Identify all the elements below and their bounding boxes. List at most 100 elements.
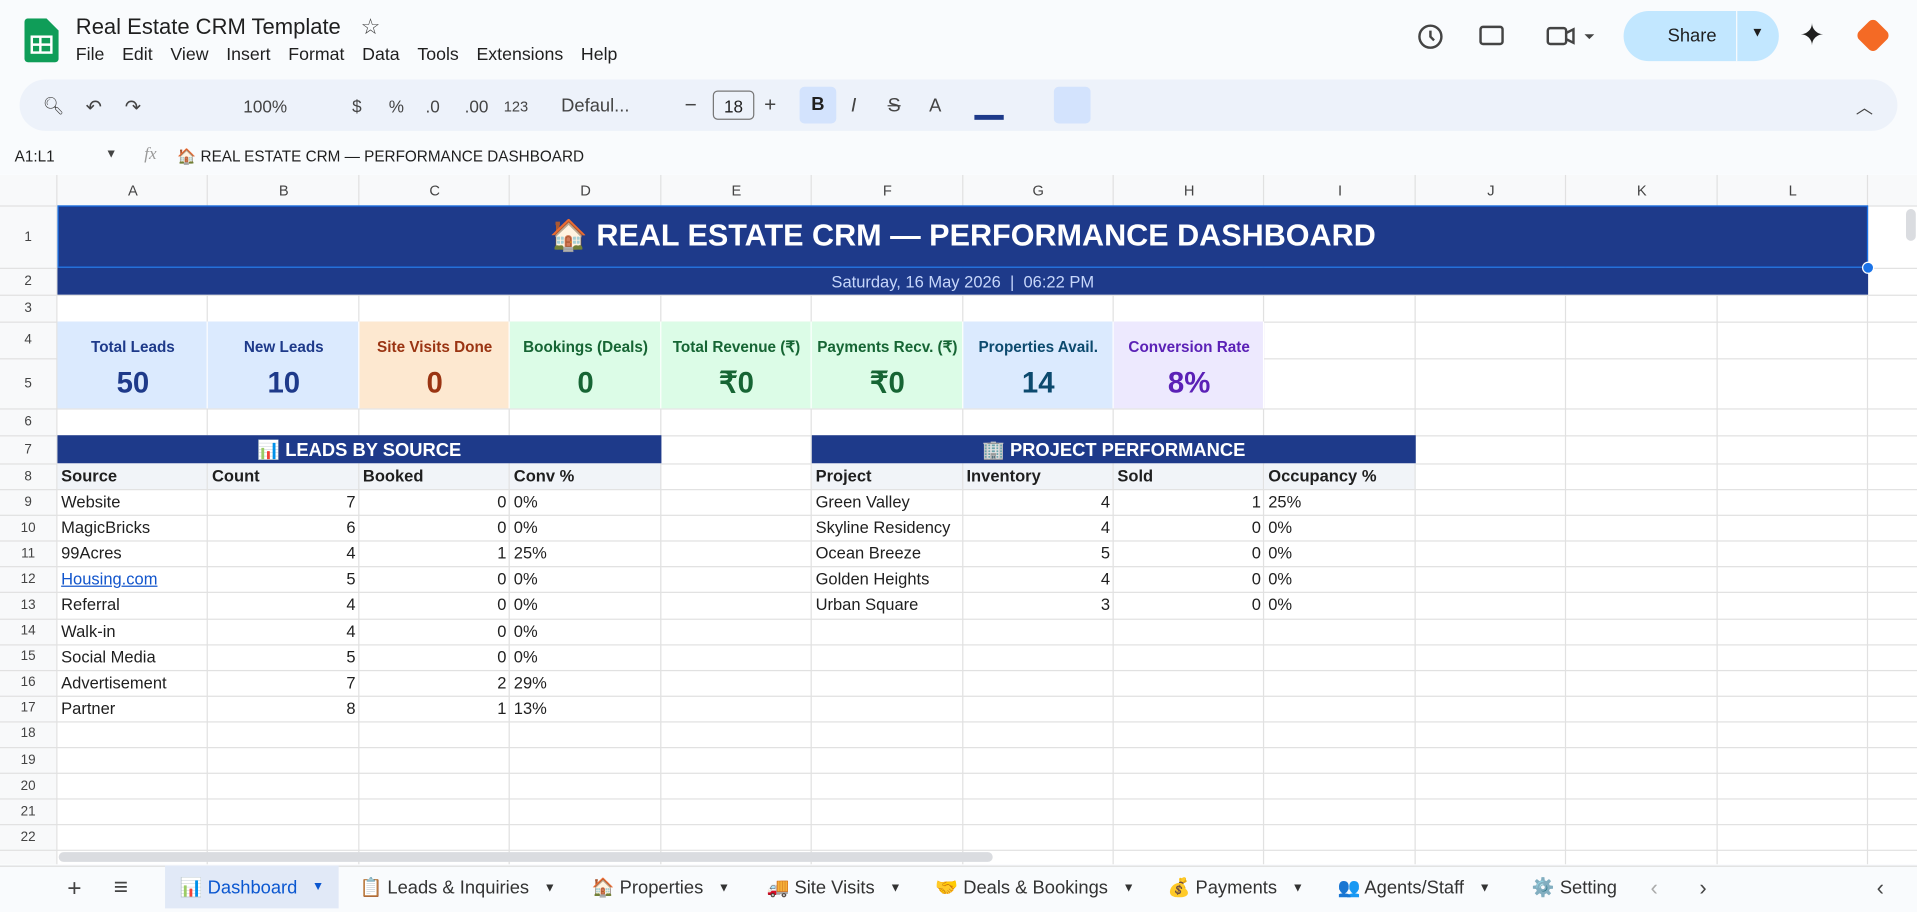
number-format[interactable]: 123 <box>503 97 529 115</box>
collapse[interactable]: ︿ <box>1855 97 1873 118</box>
sheet-tab[interactable]: 👥 Agents/Staff ▼ <box>1323 866 1506 910</box>
bold-button[interactable]: B <box>799 86 837 124</box>
column-header[interactable]: B <box>278 181 289 199</box>
row-header[interactable]: 10 <box>20 520 36 536</box>
table-cell: 7 <box>346 673 356 692</box>
row-header[interactable]: 19 <box>20 752 36 768</box>
column-header[interactable]: I <box>1337 181 1343 199</box>
row-header[interactable]: 21 <box>20 804 36 819</box>
percent[interactable]: % <box>388 96 405 117</box>
menu-item[interactable]: Edit <box>122 45 153 65</box>
sheet-tab[interactable]: 💰 Payments ▼ <box>1153 866 1319 910</box>
addon-icon[interactable] <box>1855 17 1891 54</box>
tab-dropdown[interactable]: ▼ <box>1478 880 1491 895</box>
undo[interactable]: ↶ <box>85 97 102 119</box>
tab-dropdown[interactable]: ▼ <box>1291 880 1304 895</box>
column-header[interactable]: D <box>580 181 591 199</box>
tab-dropdown[interactable]: ▼ <box>312 880 325 894</box>
strike[interactable]: S <box>887 95 901 117</box>
explore[interactable]: ‹ <box>1876 875 1884 900</box>
tab-prev[interactable]: ‹ <box>1650 875 1658 900</box>
table-cell[interactable]: Housing.com <box>61 570 158 589</box>
merge-button[interactable] <box>1053 86 1091 124</box>
column-header[interactable]: F <box>882 181 892 199</box>
grid-line-h <box>0 408 1917 410</box>
formula-content[interactable]: 🏠 REAL ESTATE CRM — PERFORMANCE DASHBOAR… <box>177 147 585 166</box>
zoom[interactable]: 100% <box>243 96 288 117</box>
row-header[interactable]: 5 <box>24 375 32 391</box>
row-header[interactable]: 13 <box>20 597 36 613</box>
row-header[interactable]: 8 <box>24 468 32 484</box>
font-family[interactable]: Defaul... <box>561 95 630 117</box>
row-header[interactable]: 15 <box>20 649 36 665</box>
tab-label: ⚙️ Setting <box>1531 877 1617 899</box>
star-icon[interactable]: ☆ <box>360 14 381 40</box>
sheet-tab[interactable]: 🏠 Properties ▼ <box>577 866 745 910</box>
menu-item[interactable]: Extensions <box>476 45 564 65</box>
share-button[interactable]: Share ▼ <box>1623 11 1779 62</box>
add-sheet[interactable]: + <box>67 875 82 903</box>
grid-line-v <box>508 174 511 865</box>
row-header[interactable]: 9 <box>24 494 32 510</box>
sheet-tab[interactable]: 📊 Dashboard ▼ <box>165 865 339 909</box>
column-header[interactable]: J <box>1487 181 1495 199</box>
row-header[interactable]: 22 <box>20 829 36 845</box>
menu-item[interactable]: Help <box>580 45 618 65</box>
font-size[interactable]: 18 <box>712 90 755 120</box>
row-header[interactable]: 1 <box>24 229 32 244</box>
redo[interactable]: ↷ <box>124 97 142 119</box>
tab-dropdown[interactable]: ▼ <box>717 880 731 895</box>
name-box-dropdown[interactable]: ▼ <box>105 147 118 162</box>
column-header-bar <box>0 174 1917 206</box>
font-size-minus[interactable]: − <box>684 92 697 117</box>
row-header[interactable]: 3 <box>24 300 32 316</box>
tab-dropdown[interactable]: ▼ <box>1122 880 1135 895</box>
row-header[interactable]: 4 <box>24 332 32 348</box>
doc-title[interactable]: Real Estate CRM Template <box>75 14 341 40</box>
row-header[interactable]: 6 <box>24 414 32 430</box>
row-header[interactable]: 17 <box>20 700 36 716</box>
row-header[interactable]: 20 <box>20 778 36 794</box>
column-header[interactable]: A <box>127 181 138 199</box>
currency[interactable]: $ <box>352 96 362 117</box>
row-header[interactable]: 14 <box>20 623 36 639</box>
share-dropdown[interactable]: ▼ <box>1750 25 1765 41</box>
text-color[interactable]: A <box>929 95 942 117</box>
row-header[interactable]: 11 <box>21 546 36 561</box>
sheet-tab[interactable]: 🚚 Site Visits ▼ <box>752 866 916 910</box>
row-header[interactable]: 2 <box>24 273 32 289</box>
sheet-tab[interactable]: ⚙️ Setting <box>1517 866 1625 910</box>
fill-color[interactable] <box>974 114 1004 120</box>
name-box[interactable]: A1:L1 <box>14 147 55 166</box>
table-header: Booked <box>359 463 511 490</box>
menu-item[interactable]: Insert <box>226 45 271 65</box>
tab-next[interactable]: › <box>1699 875 1707 900</box>
column-header[interactable]: L <box>1788 181 1797 199</box>
menu-item[interactable]: Format <box>288 45 345 65</box>
dec-more[interactable]: .00 <box>464 96 489 117</box>
tab-dropdown[interactable]: ▼ <box>889 880 902 895</box>
row-header[interactable]: 12 <box>20 571 36 587</box>
italic[interactable]: I <box>850 95 857 117</box>
grid-line-v <box>1263 174 1265 865</box>
row-header[interactable]: 7 <box>24 441 32 457</box>
tab-dropdown[interactable]: ▼ <box>543 880 556 895</box>
column-header[interactable]: C <box>429 181 440 199</box>
font-size-plus[interactable]: + <box>764 92 777 117</box>
all-sheets[interactable]: ≡ <box>113 874 128 902</box>
row-header[interactable]: 16 <box>20 675 36 690</box>
column-header[interactable]: H <box>1183 181 1195 199</box>
menu-item[interactable]: Tools <box>417 45 459 65</box>
gemini-icon[interactable]: ✦ <box>1799 19 1825 53</box>
row-header[interactable]: 18 <box>20 726 36 742</box>
sheet-tab[interactable]: 🤝 Deals & Bookings ▼ <box>921 866 1150 910</box>
column-header[interactable]: K <box>1636 181 1647 199</box>
menu-item[interactable]: View <box>170 45 209 65</box>
sheet-tab[interactable]: 📋 Leads & Inquiries ▼ <box>345 866 571 910</box>
menu-item[interactable]: Data <box>362 45 400 65</box>
dec-less[interactable]: .0 <box>425 96 440 117</box>
search-icon[interactable]: 🔍︎ <box>42 95 65 115</box>
column-header[interactable]: G <box>1032 181 1044 199</box>
column-header[interactable]: E <box>731 181 742 199</box>
menu-item[interactable]: File <box>75 45 105 65</box>
